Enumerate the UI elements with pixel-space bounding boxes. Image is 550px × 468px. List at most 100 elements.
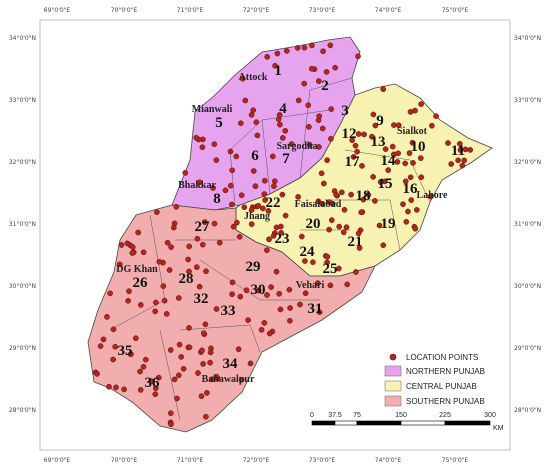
location-point — [227, 182, 234, 189]
location-point — [237, 293, 244, 300]
district-number: 23 — [275, 231, 290, 247]
location-point — [286, 286, 293, 293]
location-point — [343, 224, 350, 231]
longitude-label: 74°0'0"E — [375, 7, 402, 14]
location-point — [222, 187, 229, 194]
location-point — [385, 167, 392, 173]
location-point — [202, 321, 209, 328]
location-point — [391, 122, 397, 128]
location-point — [171, 376, 178, 383]
location-point — [406, 150, 413, 156]
location-point — [211, 141, 218, 148]
location-point — [308, 65, 315, 72]
location-point — [137, 302, 144, 308]
location-point — [350, 154, 357, 160]
location-point — [168, 421, 174, 428]
city-name: Bhakkar — [178, 180, 216, 191]
location-point — [235, 346, 242, 353]
location-point — [207, 349, 214, 356]
district-number: 32 — [194, 291, 209, 307]
location-point — [352, 142, 359, 149]
location-point — [106, 383, 112, 390]
location-point — [228, 201, 235, 208]
location-point — [140, 363, 147, 370]
location-point — [305, 102, 312, 109]
location-point — [248, 207, 255, 213]
location-point — [324, 157, 330, 164]
scale-label: 0 — [310, 412, 314, 419]
scale-segment — [400, 420, 446, 426]
location-point — [269, 153, 276, 160]
district-number: 26 — [133, 275, 149, 291]
location-point — [288, 141, 295, 147]
location-point — [250, 107, 257, 114]
location-point — [261, 191, 268, 197]
location-point — [125, 297, 131, 304]
city-name: Lahore — [417, 190, 448, 201]
location-point — [182, 170, 189, 176]
location-point — [413, 207, 420, 213]
location-point — [355, 131, 362, 137]
location-point — [319, 125, 326, 132]
location-point — [389, 143, 396, 150]
district-number: 6 — [251, 148, 259, 164]
location-point — [97, 343, 104, 349]
location-point — [302, 258, 308, 264]
location-point — [152, 385, 159, 392]
location-point — [445, 140, 451, 146]
location-point — [261, 177, 268, 184]
location-point — [176, 341, 183, 348]
location-point — [395, 150, 401, 157]
district-number: 21 — [348, 234, 363, 250]
location-point — [252, 183, 259, 190]
location-point — [213, 157, 220, 163]
location-point — [148, 378, 155, 385]
district-number: 1 — [274, 63, 282, 79]
location-point — [233, 153, 240, 160]
location-point — [154, 209, 160, 215]
legend-label: LOCATION POINTS — [406, 353, 478, 362]
location-point — [276, 112, 283, 118]
location-point — [250, 168, 257, 174]
location-point — [349, 137, 356, 144]
location-point — [194, 235, 201, 242]
location-point — [412, 225, 419, 232]
location-point — [163, 311, 170, 317]
location-point — [405, 208, 411, 215]
location-point — [400, 201, 406, 208]
district-number: 11 — [451, 143, 465, 159]
location-point — [409, 139, 416, 146]
district-number: 18 — [356, 188, 371, 204]
location-point — [361, 131, 367, 138]
location-point — [193, 264, 200, 270]
location-point — [104, 314, 110, 320]
location-point — [161, 297, 168, 304]
scale-label: 225 — [439, 412, 451, 419]
location-point — [213, 306, 220, 312]
longitude-label: 73°0'0"E — [309, 7, 336, 14]
location-point — [234, 219, 240, 226]
location-point — [204, 390, 210, 396]
location-point — [207, 359, 213, 366]
location-point — [137, 368, 143, 375]
location-point — [408, 197, 415, 203]
location-point — [369, 133, 375, 140]
district-number: 22 — [266, 195, 281, 211]
location-point — [279, 191, 286, 198]
location-point — [338, 189, 345, 196]
location-point — [180, 365, 187, 372]
district-number: 7 — [282, 151, 290, 167]
city-name: Vehari — [296, 280, 325, 291]
location-point — [370, 111, 377, 118]
latitude-label: 33°0'0"N — [9, 97, 36, 104]
location-point — [166, 267, 173, 273]
latitude-label: 33°0'0"N — [514, 97, 541, 104]
district-number: 8 — [213, 191, 221, 207]
location-point — [230, 223, 237, 230]
location-point — [168, 244, 174, 250]
location-point — [270, 233, 277, 239]
latitude-label: 31°0'0"N — [514, 221, 541, 228]
longitude-label: 73°0'0"E — [309, 457, 336, 464]
location-point — [248, 221, 255, 227]
scale-unit: KM — [493, 425, 504, 432]
